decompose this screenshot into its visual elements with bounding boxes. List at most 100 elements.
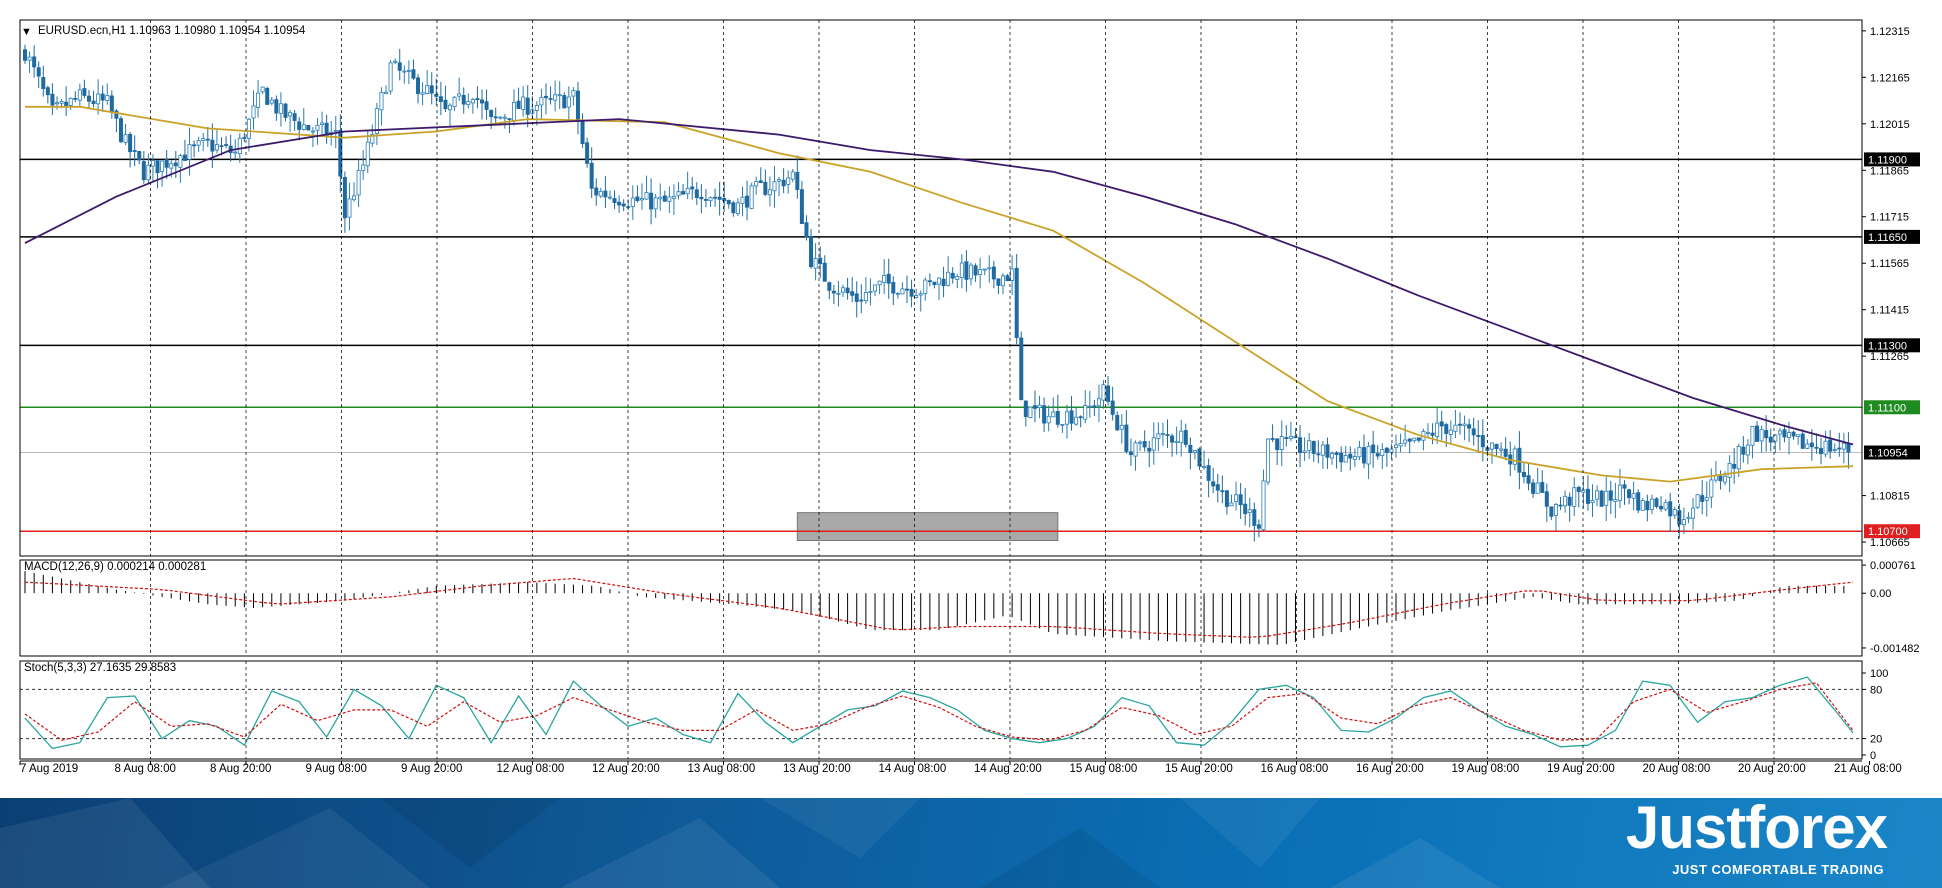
candle-bear bbox=[438, 96, 443, 102]
candle-bear bbox=[493, 116, 498, 119]
candle-bull bbox=[1553, 504, 1558, 516]
stoch-tick-label: 0 bbox=[1870, 750, 1876, 762]
candle-bear bbox=[1311, 440, 1316, 454]
candle-bear bbox=[859, 299, 864, 302]
time-tick-label: 16 Aug 20:00 bbox=[1356, 763, 1424, 775]
candle-bull bbox=[978, 269, 983, 276]
candle-bull bbox=[1448, 429, 1453, 435]
price-level-tag bbox=[1864, 338, 1920, 353]
candle-bear bbox=[932, 281, 937, 286]
macd-signal-line bbox=[24, 577, 1854, 638]
candle-bull bbox=[1288, 435, 1293, 440]
candle-bear bbox=[164, 159, 169, 168]
candle-bear bbox=[1636, 492, 1641, 511]
candle-bear bbox=[1809, 442, 1814, 448]
candle-bull bbox=[233, 151, 238, 154]
candle-bear bbox=[1741, 446, 1746, 455]
candle-bear bbox=[32, 56, 37, 68]
candle-bear bbox=[886, 273, 891, 284]
candle-bear bbox=[1042, 405, 1047, 424]
candle-bull bbox=[374, 108, 379, 134]
candle-bear bbox=[822, 262, 827, 282]
candle-bear bbox=[1467, 424, 1472, 429]
candle-bull bbox=[1572, 487, 1577, 507]
candle-bull bbox=[77, 89, 82, 101]
candle-bear bbox=[1608, 490, 1613, 501]
candle-bull bbox=[882, 275, 887, 284]
candle-bear bbox=[722, 197, 727, 202]
time-tick-label: 9 Aug 20:00 bbox=[401, 763, 462, 775]
candle-bear bbox=[703, 199, 708, 201]
candle-bull bbox=[320, 122, 325, 125]
price-level-tag bbox=[1864, 445, 1920, 460]
time-tick-label: 12 Aug 20:00 bbox=[592, 763, 660, 775]
candle-bull bbox=[946, 271, 951, 286]
candle-bear bbox=[1055, 411, 1060, 425]
candle-bear bbox=[411, 69, 416, 79]
candle-bull bbox=[1028, 406, 1033, 418]
candle-bull bbox=[1320, 444, 1325, 456]
candle-bull bbox=[1759, 429, 1764, 442]
candle-bear bbox=[1334, 452, 1339, 455]
candle-bull bbox=[1773, 434, 1778, 442]
candle-bear bbox=[1298, 437, 1303, 453]
candle-bull bbox=[1394, 444, 1399, 449]
candle-bull bbox=[1691, 507, 1696, 519]
candle-bear bbox=[1252, 509, 1257, 526]
candle-bear bbox=[205, 138, 210, 141]
price-level-label: 1.11650 bbox=[1868, 232, 1907, 244]
candle-bear bbox=[1549, 506, 1554, 517]
candle-bear bbox=[681, 191, 686, 195]
candle-bull bbox=[914, 295, 919, 298]
candle-bull bbox=[521, 96, 526, 110]
price-level-label: 1.11300 bbox=[1868, 340, 1907, 352]
candle-bear bbox=[1275, 438, 1280, 451]
candle-bull bbox=[457, 93, 462, 97]
candle-bear bbox=[1476, 435, 1481, 437]
candle-bear bbox=[575, 90, 580, 122]
candle-bull bbox=[251, 105, 256, 119]
candle-bull bbox=[1425, 432, 1430, 435]
price-chart-title: EURUSD.ecn,H1 1.10963 1.10980 1.10954 1.… bbox=[38, 25, 306, 37]
candle-bear bbox=[128, 134, 133, 153]
time-tick-label: 16 Aug 08:00 bbox=[1261, 763, 1329, 775]
candle-bull bbox=[1380, 449, 1385, 456]
candle-bear bbox=[475, 98, 480, 101]
candle-bull bbox=[1403, 439, 1408, 444]
time-tick-label: 19 Aug 20:00 bbox=[1547, 763, 1615, 775]
candle-bear bbox=[397, 62, 402, 71]
candle-bear bbox=[699, 196, 704, 200]
candle-bull bbox=[749, 185, 754, 209]
candle-bull bbox=[1138, 441, 1143, 444]
time-tick-label: 20 Aug 20:00 bbox=[1738, 763, 1806, 775]
time-axis: 7 Aug 2019 8 Aug 08:00 8 Aug 20:00 9 Aug 08… bbox=[19, 761, 1902, 775]
candle-bear bbox=[45, 87, 50, 96]
candle-bull bbox=[767, 189, 772, 196]
candle-bull bbox=[356, 169, 361, 196]
candle-bear bbox=[109, 95, 114, 113]
candle-bull bbox=[1631, 493, 1636, 499]
candle-bull bbox=[365, 141, 370, 167]
candle-bear bbox=[461, 94, 466, 105]
candle-bear bbox=[1142, 441, 1147, 448]
candle-bear bbox=[1238, 494, 1243, 506]
candle-bear bbox=[507, 118, 512, 120]
candle-bear bbox=[416, 77, 421, 94]
candle-bear bbox=[1457, 423, 1462, 426]
candle-bear bbox=[36, 67, 41, 77]
candle-bull bbox=[918, 293, 923, 296]
candle-bull bbox=[68, 97, 73, 106]
price-dropdown-arrow-icon[interactable]: ▼ bbox=[21, 26, 32, 38]
candle-bear bbox=[585, 142, 590, 164]
price-tick-label: 1.11565 bbox=[1870, 258, 1909, 270]
candle-bear bbox=[443, 99, 448, 110]
candle-bull bbox=[379, 92, 384, 111]
candle-bull bbox=[406, 70, 411, 72]
candle-bear bbox=[548, 97, 553, 100]
candle-bull bbox=[534, 105, 539, 111]
candle-bull bbox=[863, 292, 868, 302]
price-level-tag bbox=[1864, 400, 1920, 415]
candle-bear bbox=[1540, 482, 1545, 493]
candle-bear bbox=[1732, 464, 1737, 469]
price-level-label: 1.11900 bbox=[1868, 154, 1907, 166]
